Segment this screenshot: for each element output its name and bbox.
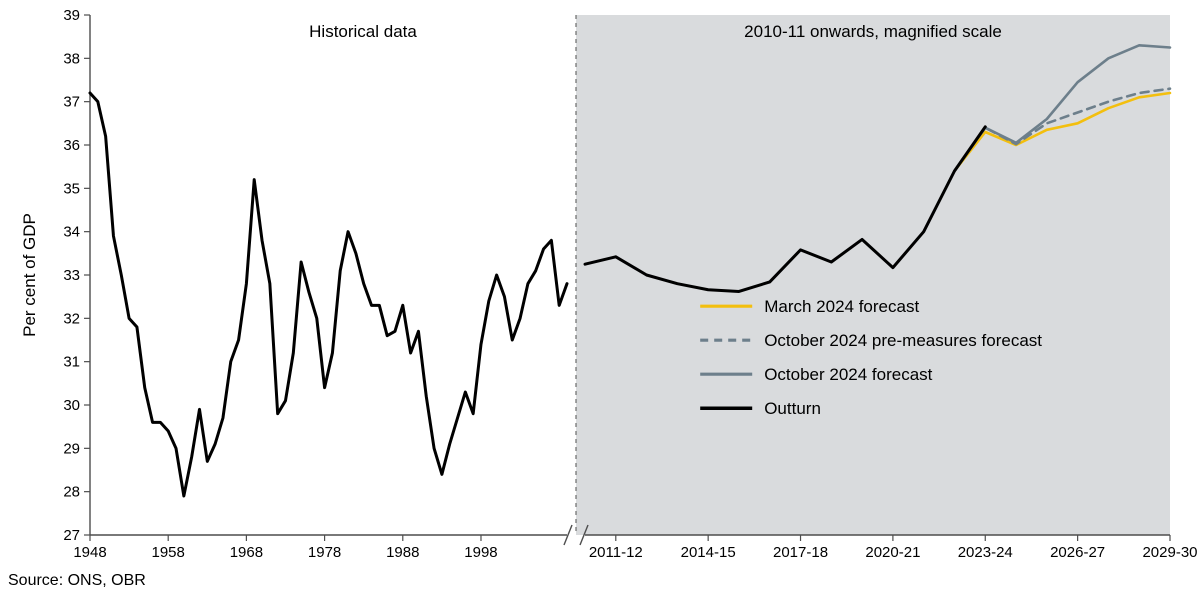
legend-label: October 2024 pre-measures forecast [764, 331, 1042, 350]
y-tick-label: 31 [63, 354, 80, 371]
y-tick-label: 28 [63, 484, 80, 501]
source-text: Source: ONS, OBR [8, 572, 146, 590]
y-tick-label: 27 [63, 527, 80, 544]
region-label-right: 2010-11 onwards, magnified scale [744, 22, 1002, 41]
x-tick-label-left: 1998 [464, 544, 497, 561]
x-tick-label-left: 1978 [308, 544, 341, 561]
x-tick-label-left: 1968 [230, 544, 263, 561]
chart-container: 27 28 29 30 31 32 33 34 35 36 37 38 39 Per cent of GD… [0, 0, 1200, 594]
x-tick-label-right: 2017-18 [773, 544, 828, 561]
legend-label: Outturn [764, 399, 821, 418]
x-tick-label-right: 2014-15 [681, 544, 736, 561]
x-tick-label-left: 1948 [73, 544, 106, 561]
legend-label: October 2024 forecast [764, 365, 932, 384]
y-tick-label: 35 [63, 180, 80, 197]
y-tick-label: 39 [63, 7, 80, 24]
x-tick-label-right: 2011-12 [589, 544, 643, 561]
x-tick-label-left: 1958 [152, 544, 185, 561]
legend-label: March 2024 forecast [764, 297, 919, 316]
y-tick-label: 29 [63, 440, 80, 457]
y-tick-label: 33 [63, 267, 80, 284]
y-tick-label: 34 [63, 224, 80, 241]
y-tick-label: 36 [63, 137, 80, 154]
x-tick-label-right: 2023-24 [958, 544, 1013, 561]
region-label-left: Historical data [309, 22, 417, 41]
y-tick-label: 32 [63, 310, 80, 327]
y-axis-label: Per cent of GDP [20, 213, 39, 337]
x-tick-label-left: 1988 [386, 544, 419, 561]
x-tick-label-right: 2029-30 [1142, 544, 1197, 561]
y-tick-label: 38 [63, 50, 80, 67]
y-tick-label: 37 [63, 94, 80, 111]
gdp-chart-svg: 27 28 29 30 31 32 33 34 35 36 37 38 39 Per cent of GD… [0, 0, 1200, 594]
y-tick-label: 30 [63, 397, 80, 414]
x-tick-label-right: 2020-21 [865, 544, 920, 561]
x-tick-label-right: 2026-27 [1050, 544, 1105, 561]
